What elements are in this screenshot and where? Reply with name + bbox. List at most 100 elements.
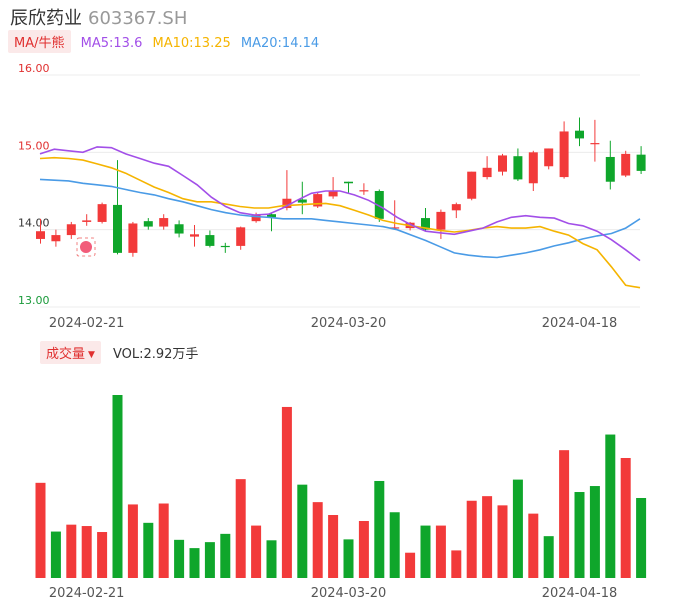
- ma10-line: [39, 156, 641, 289]
- volume-bar: [281, 406, 292, 578]
- candle-body: [82, 220, 92, 222]
- x-tick-label: 2024-02-21: [49, 316, 125, 331]
- candle-body: [621, 153, 631, 176]
- candle-body: [590, 143, 600, 145]
- volume-bar: [543, 536, 554, 578]
- x-tick-label: 2024-03-20: [311, 586, 387, 601]
- candle-body: [97, 204, 107, 222]
- candle-body: [36, 231, 45, 239]
- candle-body: [559, 131, 569, 178]
- volume-bar: [35, 482, 46, 578]
- candle-body: [528, 152, 538, 184]
- caret-down-icon: ▼: [88, 350, 95, 360]
- stock-code: 603367.SH: [88, 8, 188, 29]
- volume-bar: [297, 484, 308, 578]
- volume-bar: [266, 540, 277, 578]
- candle-body: [66, 224, 76, 236]
- volume-bar: [466, 500, 477, 578]
- y-tick-label: 14.00: [18, 217, 50, 230]
- x-tick-label: 2024-04-18: [542, 586, 618, 601]
- volume-bar: [358, 520, 369, 578]
- candle-body: [421, 218, 430, 230]
- volume-bar: [66, 524, 77, 578]
- x-tick-label: 2024-02-21: [49, 586, 125, 601]
- candle-body: [636, 154, 646, 171]
- volume-bar: [620, 457, 631, 578]
- volume-indicator-label: 成交量: [46, 347, 86, 362]
- volume-bar: [328, 515, 339, 578]
- candle-body: [451, 204, 461, 211]
- volume-bar: [143, 522, 154, 578]
- volume-bar: [112, 395, 123, 578]
- ma5-label: MA5:13.6: [80, 36, 143, 51]
- candle-body: [51, 235, 61, 242]
- y-tick-label: 15.00: [18, 139, 50, 152]
- bull-marker-icon: [76, 237, 96, 257]
- candle-body: [544, 148, 554, 167]
- candle-body: [128, 223, 138, 253]
- volume-value: VOL:2.92万手: [112, 347, 199, 362]
- x-tick-label: 2024-03-20: [311, 316, 387, 331]
- candle-body: [390, 227, 400, 229]
- candle-body: [359, 190, 369, 192]
- volume-bar: [389, 512, 400, 578]
- volume-bar: [636, 497, 647, 578]
- candle-body: [498, 155, 507, 172]
- volume-bar: [589, 486, 600, 578]
- volume-bar: [574, 492, 585, 578]
- volume-bar: [451, 550, 462, 578]
- ma-legend: MA/牛熊 MA5:13.6 MA10:13.25 MA20:14.14: [8, 30, 319, 54]
- candle-body: [220, 245, 230, 248]
- candle-body: [282, 198, 292, 209]
- volume-bar: [605, 434, 616, 578]
- volume-indicator-dropdown[interactable]: 成交量 ▼: [40, 341, 101, 364]
- candle-body: [267, 214, 276, 218]
- volume-bar: [158, 503, 169, 578]
- candle-body: [113, 204, 122, 253]
- volume-legend: 成交量 ▼ VOL:2.92万手: [40, 341, 199, 364]
- candle-body: [605, 156, 615, 182]
- x-tick-label: 2024-04-18: [542, 316, 618, 331]
- candle-body: [251, 214, 261, 222]
- stock-header: 辰欣药业 603367.SH: [10, 4, 188, 29]
- volume-bar: [81, 526, 92, 578]
- volume-bar: [174, 539, 185, 578]
- volume-bar: [50, 531, 61, 578]
- candle-body: [190, 234, 199, 237]
- volume-bar: [204, 542, 215, 578]
- volume-bar: [528, 513, 539, 578]
- y-tick-label: 13.00: [18, 294, 50, 307]
- candle-body: [205, 235, 215, 246]
- candle-body: [174, 224, 184, 234]
- ma-toggle-button[interactable]: MA/牛熊: [8, 30, 71, 53]
- candle-body: [313, 194, 323, 207]
- candle-body: [344, 181, 353, 184]
- volume-bar: [374, 480, 385, 578]
- ma20-label: MA20:14.14: [240, 36, 320, 51]
- volume-bar: [559, 450, 570, 578]
- bull-marker-frame: [76, 237, 96, 257]
- volume-bar: [435, 525, 446, 578]
- volume-bar: [343, 539, 354, 578]
- volume-bar: [482, 496, 493, 578]
- volume-bar: [497, 505, 508, 578]
- volume-bar: [97, 532, 108, 578]
- volume-bar: [405, 552, 416, 578]
- y-tick-label: 16.00: [18, 62, 50, 75]
- volume-bar: [251, 525, 262, 578]
- candle-body: [374, 191, 384, 219]
- volume-bar: [512, 479, 523, 578]
- candle-body: [513, 156, 523, 180]
- candle-body: [482, 167, 492, 178]
- volume-bar: [312, 502, 323, 578]
- ma5-line: [39, 146, 641, 262]
- ma10-label: MA10:13.25: [152, 36, 231, 51]
- volume-bar: [235, 479, 246, 578]
- candle-body: [436, 211, 446, 230]
- candle-body: [328, 191, 338, 197]
- volume-bar: [127, 504, 138, 578]
- candle-body: [236, 227, 246, 246]
- volume-bar: [220, 533, 231, 578]
- ma20-line: [39, 178, 641, 259]
